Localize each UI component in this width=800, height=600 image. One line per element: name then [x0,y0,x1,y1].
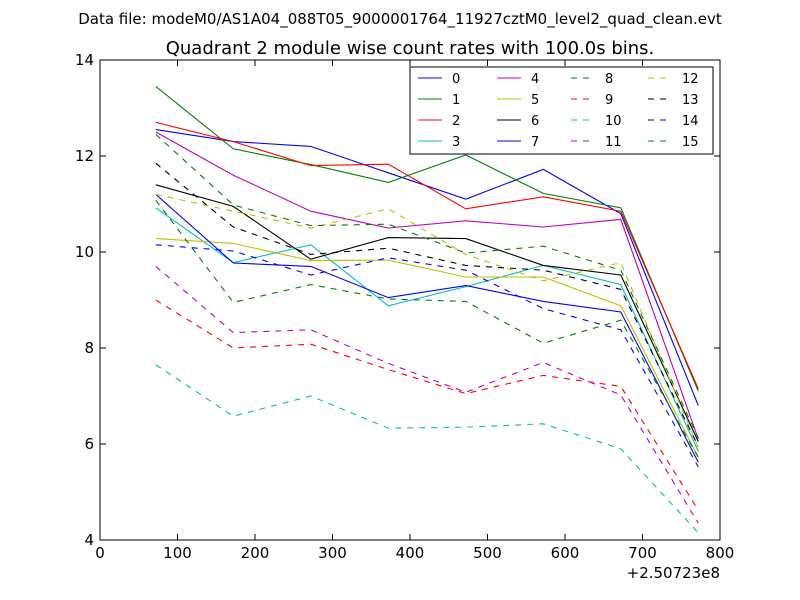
legend-label-15: 15 [682,135,699,150]
legend-label-0: 0 [452,72,460,87]
y-tick-label: 14 [75,51,94,69]
legend-label-14: 14 [682,114,699,129]
series-line-15 [155,133,699,439]
x-tick-label: 400 [396,544,425,562]
x-tick-label: 0 [95,544,105,562]
x-tick-label: 300 [318,544,347,562]
chart-title: Quadrant 2 module wise count rates with … [166,38,655,59]
series-line-2 [155,121,699,390]
legend-label-8: 8 [605,72,613,87]
series-line-0 [155,129,699,406]
legend-label-4: 4 [531,72,539,87]
y-tick-label: 4 [84,531,94,549]
legend-label-11: 11 [605,135,622,150]
series-line-5 [155,238,699,458]
legend-label-12: 12 [682,72,699,87]
series-line-14 [155,244,699,468]
y-tick-label: 10 [75,243,94,261]
x-tick-label: 200 [241,544,270,562]
series-line-4 [155,131,699,440]
x-tick-label: 800 [706,544,735,562]
x-tick-label: 600 [551,544,580,562]
x-tick-label: 700 [628,544,657,562]
plot-area: 0 100 200 300 400 500 600 700 800468101214012345… [75,51,734,562]
series-line-8 [155,199,699,458]
y-tick-label: 12 [75,147,94,165]
series-line-6 [155,184,699,442]
series-line-1 [155,85,699,392]
series-group [155,85,699,534]
legend-label-7: 7 [531,135,539,150]
legend-label-1: 1 [452,93,460,108]
y-tick-label: 6 [84,435,94,453]
legend-label-9: 9 [605,93,613,108]
series-line-11 [155,265,699,524]
y-tick-label: 8 [84,339,94,357]
legend-box [409,66,714,155]
chart-suptitle: Data file: modeM0/AS1A04_088T05_90000017… [78,10,722,29]
series-line-7 [155,193,699,463]
legend-label-3: 3 [452,135,460,150]
legend-label-5: 5 [531,93,539,108]
series-line-10 [155,364,699,534]
legend-label-10: 10 [605,114,622,129]
series-line-9 [155,299,699,511]
legend-label-13: 13 [682,93,699,108]
x-tick-label: 500 [473,544,502,562]
legend-label-6: 6 [531,114,539,129]
x-tick-label: 100 [163,544,192,562]
series-line-13 [155,162,699,447]
series-line-3 [155,207,699,452]
legend-label-2: 2 [452,114,460,129]
x-offset-label: +2.50723e8 [627,564,720,582]
